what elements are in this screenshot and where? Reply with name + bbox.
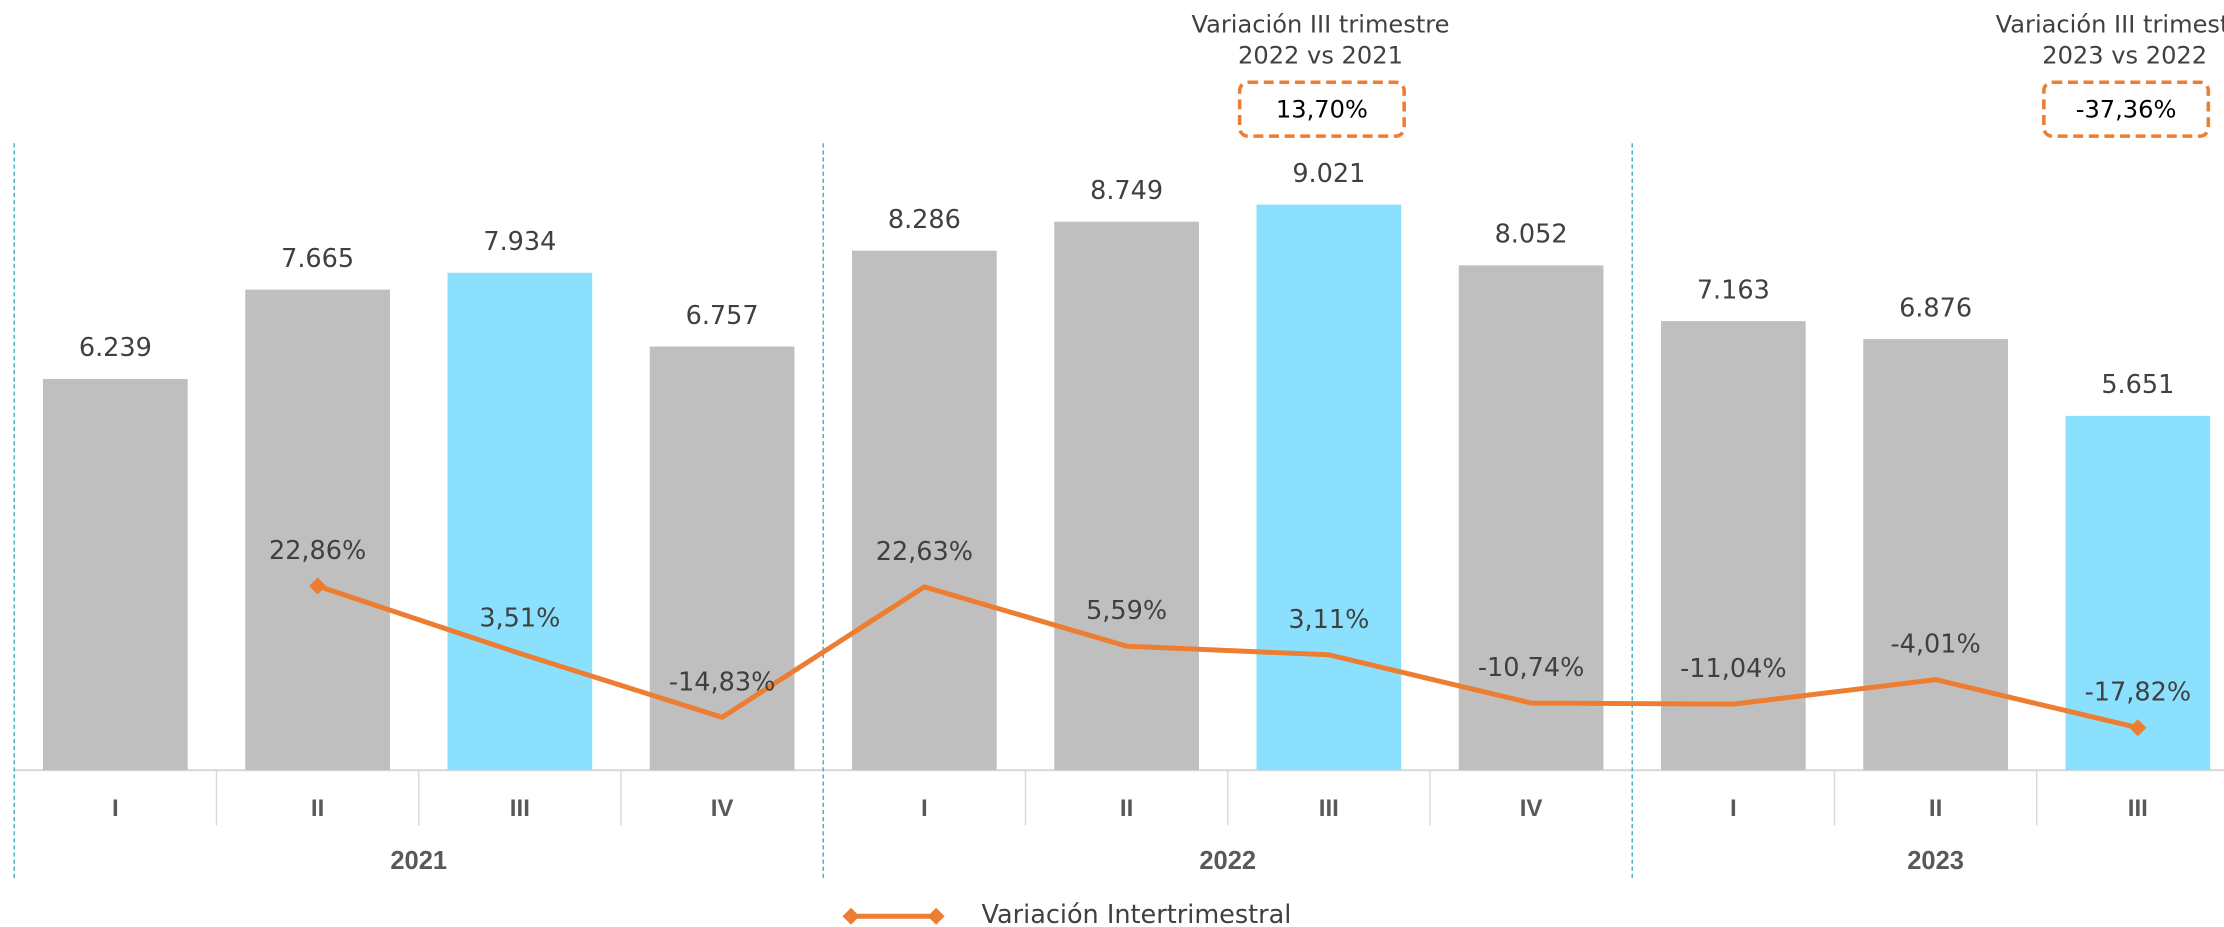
x-tick-label: II [1120, 795, 1133, 822]
line-value-label: -14,83% [669, 667, 776, 697]
bar-value-label: 9.021 [1292, 159, 1365, 189]
annotation-value: -37,36% [2076, 96, 2177, 124]
line-value-label: 3,51% [479, 603, 560, 633]
annotation-box [2042, 80, 2211, 138]
line-marker [309, 577, 327, 595]
x-tick-label: III [510, 795, 530, 822]
line-value-label: -17,82% [2085, 678, 2192, 708]
bar-value-label: 7.665 [281, 244, 354, 274]
group-label: 2022 [1199, 847, 1256, 875]
bar-value-label: 6.239 [79, 333, 152, 363]
bar [1256, 204, 1402, 771]
annotation-subtitle: 2023 vs 2022 [2042, 42, 2207, 70]
bar-value-label: 7.163 [1697, 275, 1770, 305]
bar [649, 346, 795, 771]
bar-value-label: 6.876 [1899, 293, 1972, 323]
group-label: 2023 [1907, 847, 1964, 875]
bar [1863, 339, 2008, 771]
bar-value-label: 8.749 [1090, 176, 1163, 206]
bar [1458, 265, 1604, 771]
x-tick-label: II [311, 795, 324, 822]
line-value-label: 3,11% [1288, 605, 1369, 635]
annotation-title: Variación III trimestre [1996, 11, 2224, 39]
bar-value-label: 8.052 [1495, 220, 1568, 250]
legend-marker [842, 907, 860, 925]
line [316, 583, 2139, 731]
x-tick-label: I [921, 795, 928, 822]
line-value-label: -11,04% [1680, 654, 1787, 684]
annotation-title: Variación III trimestre [1191, 11, 1449, 39]
line-value-label: 22,63% [876, 537, 973, 567]
bar-value-label: 7.934 [483, 227, 556, 257]
bar-value-label: 5.651 [2101, 370, 2174, 400]
x-tick-label: IV [711, 795, 734, 822]
x-tick-label: III [1319, 795, 1339, 822]
line-value-label: 5,59% [1086, 596, 1167, 626]
legend-label: Variación Intertrimestral [982, 900, 1292, 927]
x-tick-label: I [112, 795, 119, 822]
annotation-box [1237, 80, 1406, 138]
bar [1054, 221, 1199, 771]
bar-value-label: 6.757 [686, 301, 759, 331]
group-label: 2021 [390, 847, 447, 875]
bar [2065, 415, 2211, 771]
bar [43, 379, 188, 771]
x-tick-label: I [1730, 795, 1737, 822]
x-tick-label: IV [1520, 795, 1543, 822]
bar [852, 250, 997, 771]
bar [447, 272, 593, 771]
annotation-subtitle: 2022 vs 2021 [1238, 42, 1403, 70]
line-value-label: 22,86% [269, 536, 366, 566]
line-value-label: -10,74% [1478, 653, 1585, 683]
x-tick-label: III [2128, 795, 2148, 822]
x-tick-label: II [1929, 795, 1942, 822]
legend-marker [927, 907, 945, 925]
line-marker [2129, 719, 2147, 737]
bar [245, 289, 390, 771]
bar-value-label: 8.286 [888, 205, 961, 235]
bar [1661, 321, 1806, 771]
line-value-label: -4,01% [1890, 630, 1980, 660]
annotation-value: 13,70% [1276, 96, 1368, 124]
